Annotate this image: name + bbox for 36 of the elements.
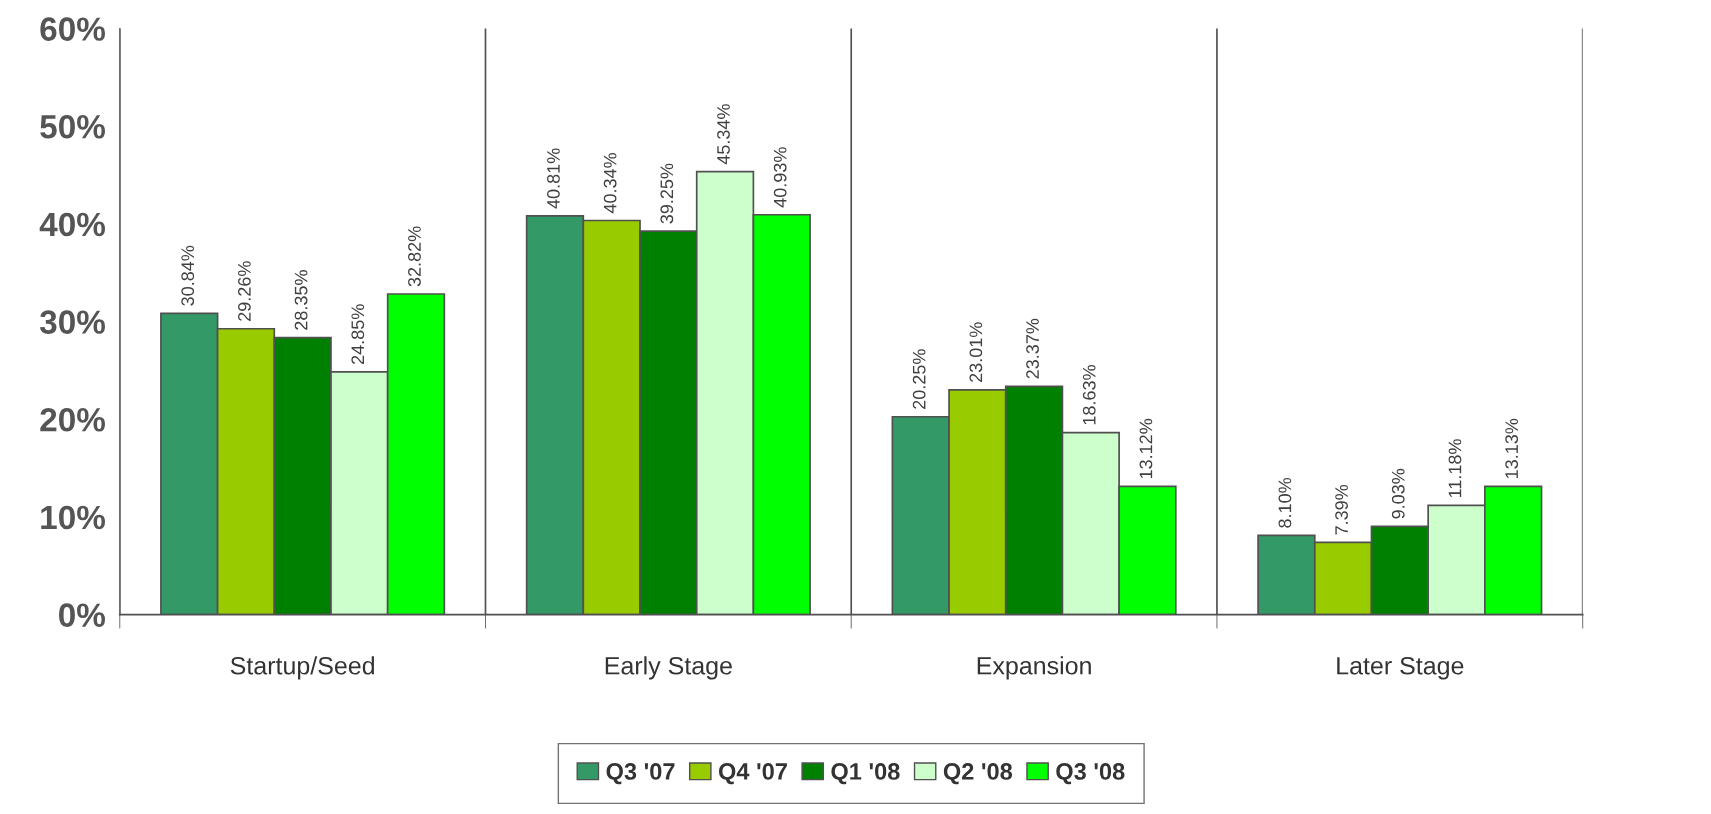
data-label: 11.18% [1448,439,1462,498]
y-tick-label: 0% [59,603,105,627]
data-label: 40.34% [603,152,617,214]
data-label: 23.01% [969,322,983,382]
data-label: 30.84% [181,245,195,306]
data-label: 18.63% [1082,365,1096,425]
legend-label: Q4 '07 [718,763,787,785]
x-tick-label: Expansion [977,656,1091,680]
y-tick-label: 30% [39,310,105,334]
y-tick-label: 50% [40,114,105,139]
data-label: 23.37% [1026,318,1039,379]
data-label: 20.25% [912,349,926,409]
data-label: 32.82% [408,226,421,287]
x-tick-label: Startup/Seed [230,656,374,680]
data-label: 13.12% [1139,418,1153,479]
data-label: 8.10% [1278,477,1292,528]
data-label: 9.03% [1391,468,1405,519]
legend-label: Q1 '08 [831,763,900,785]
data-label: 28.35% [294,270,308,330]
y-tick-label: 10% [41,505,105,530]
data-label: 40.81% [547,148,560,209]
x-tick-label: Later Stage [1337,656,1464,680]
data-label: 39.25% [660,163,674,224]
legend-label: Q3 '08 [1056,763,1125,785]
data-label: 45.34% [717,104,730,165]
data-label: 29.26% [238,261,251,321]
y-tick-label: 20% [40,408,105,432]
legend-label: Q2 '08 [943,763,1013,785]
y-tick-label: 60% [40,17,105,41]
data-label: 7.39% [1335,484,1348,535]
legend-label: Q3 '07 [606,763,675,785]
data-label: 24.85% [351,304,365,364]
y-tick-label: 40% [39,212,105,237]
data-label: 40.93% [773,147,787,208]
x-tick-label: Early Stage [605,656,732,680]
data-label: 13.13% [1505,418,1519,478]
